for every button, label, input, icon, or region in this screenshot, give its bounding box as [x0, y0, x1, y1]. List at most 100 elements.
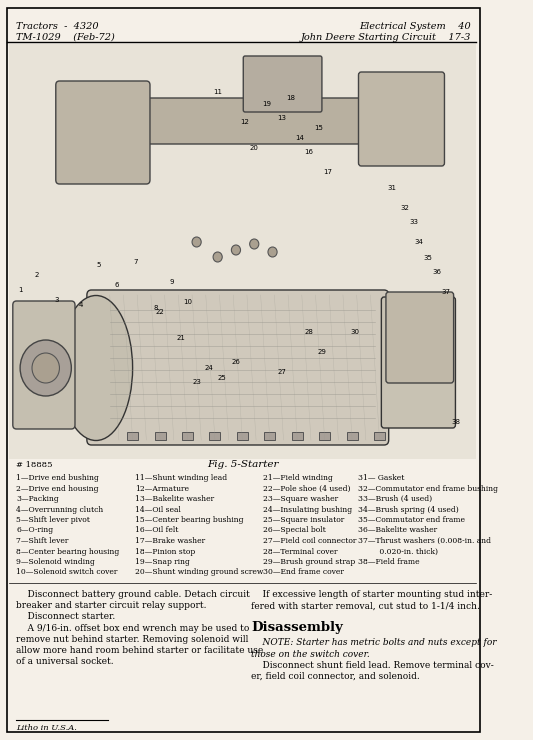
Text: 10: 10 — [183, 299, 192, 305]
Text: 25—Square insulator: 25—Square insulator — [263, 516, 345, 524]
Text: 33—Brush (4 used): 33—Brush (4 used) — [359, 495, 433, 503]
Text: 28—Terminal cover: 28—Terminal cover — [263, 548, 338, 556]
Text: 34: 34 — [415, 239, 423, 245]
Text: If excessive length of starter mounting stud inter-: If excessive length of starter mounting … — [252, 590, 492, 599]
Text: 12: 12 — [241, 119, 249, 125]
Text: 20—Shunt winding ground screw: 20—Shunt winding ground screw — [135, 568, 264, 576]
Text: 2: 2 — [35, 272, 39, 278]
Text: 12—Armature: 12—Armature — [135, 485, 189, 493]
Text: 19—Snap ring: 19—Snap ring — [135, 558, 190, 566]
Text: 30—End frame cover: 30—End frame cover — [263, 568, 344, 576]
Bar — [209, 432, 221, 440]
Text: 11: 11 — [213, 89, 222, 95]
Text: 32—Commutator end frame bushing: 32—Commutator end frame bushing — [359, 485, 498, 493]
Text: 14—Oil seal: 14—Oil seal — [135, 505, 181, 514]
Bar — [346, 432, 358, 440]
Text: A 9/16-in. offset box end wrench may be used to: A 9/16-in. offset box end wrench may be … — [17, 624, 250, 633]
Text: 38: 38 — [451, 419, 460, 425]
Text: 23—Square washer: 23—Square washer — [263, 495, 338, 503]
Text: 6: 6 — [115, 282, 119, 288]
Text: 36: 36 — [433, 269, 442, 275]
Text: 17: 17 — [323, 169, 332, 175]
Text: 19: 19 — [263, 101, 271, 107]
Bar — [292, 432, 303, 440]
Text: 10—Solenoid switch cover: 10—Solenoid switch cover — [17, 568, 118, 576]
Text: 20: 20 — [250, 145, 259, 151]
Text: 18: 18 — [286, 95, 295, 101]
Text: 8: 8 — [153, 305, 158, 311]
Text: of a universal socket.: of a universal socket. — [17, 657, 114, 666]
Text: 17—Brake washer: 17—Brake washer — [135, 537, 206, 545]
Text: 38—Field frame: 38—Field frame — [359, 558, 420, 566]
Text: 36—Bakelite washer: 36—Bakelite washer — [359, 526, 438, 534]
Text: 28: 28 — [305, 329, 313, 335]
FancyBboxPatch shape — [382, 297, 455, 428]
Bar — [182, 432, 193, 440]
Text: 37: 37 — [442, 289, 451, 295]
Text: 7: 7 — [133, 259, 138, 265]
Text: those on the switch cover.: those on the switch cover. — [252, 650, 370, 659]
Text: 27: 27 — [277, 369, 286, 375]
Text: 31— Gasket: 31— Gasket — [359, 474, 405, 482]
Text: fered with starter removal, cut stud to 1-1/4 inch.: fered with starter removal, cut stud to … — [252, 601, 480, 610]
Text: 21—Field winding: 21—Field winding — [263, 474, 333, 482]
Text: 4: 4 — [78, 302, 83, 308]
Text: 23: 23 — [192, 379, 201, 385]
Text: Disconnect shunt field lead. Remove terminal cov-: Disconnect shunt field lead. Remove term… — [252, 661, 494, 670]
Text: 30: 30 — [350, 329, 359, 335]
FancyBboxPatch shape — [56, 81, 150, 184]
Text: 9—Solenoid winding: 9—Solenoid winding — [17, 558, 95, 566]
Text: 16: 16 — [305, 149, 313, 155]
Text: Tractors  -  4320: Tractors - 4320 — [17, 22, 99, 31]
FancyBboxPatch shape — [87, 290, 389, 445]
Text: 22: 22 — [156, 309, 164, 315]
FancyBboxPatch shape — [243, 56, 322, 112]
Circle shape — [213, 252, 222, 262]
Text: 3—Packing: 3—Packing — [17, 495, 59, 503]
Text: 21: 21 — [176, 335, 185, 341]
Text: 32: 32 — [401, 205, 409, 211]
Bar — [319, 432, 330, 440]
Text: er, field coil connector, and solenoid.: er, field coil connector, and solenoid. — [252, 672, 420, 681]
Circle shape — [20, 340, 71, 396]
Text: 24—Insulating bushing: 24—Insulating bushing — [263, 505, 352, 514]
Text: 9: 9 — [169, 279, 174, 285]
Text: 15—Center bearing bushing: 15—Center bearing bushing — [135, 516, 244, 524]
Text: 25: 25 — [218, 375, 227, 381]
Bar — [127, 432, 138, 440]
Text: 29: 29 — [318, 349, 326, 355]
Text: 4—Overrunning clutch: 4—Overrunning clutch — [17, 505, 104, 514]
Text: NOTE: Starter has metric bolts and nuts except for: NOTE: Starter has metric bolts and nuts … — [252, 639, 497, 648]
Text: 18—Pinion stop: 18—Pinion stop — [135, 548, 196, 556]
Text: Disconnect starter.: Disconnect starter. — [17, 613, 116, 622]
Text: 34—Brush spring (4 used): 34—Brush spring (4 used) — [359, 505, 459, 514]
FancyBboxPatch shape — [359, 72, 445, 166]
Bar — [264, 432, 275, 440]
Text: breaker and starter circuit relay support.: breaker and starter circuit relay suppor… — [17, 601, 207, 610]
Text: 3: 3 — [54, 297, 59, 303]
Text: # 18885: # 18885 — [17, 461, 53, 469]
Bar — [374, 432, 385, 440]
Text: 14: 14 — [295, 135, 304, 141]
FancyBboxPatch shape — [386, 292, 454, 383]
Circle shape — [192, 237, 201, 247]
Text: Fig. 5-Starter: Fig. 5-Starter — [207, 460, 279, 469]
FancyBboxPatch shape — [144, 98, 368, 144]
Circle shape — [249, 239, 259, 249]
Text: 2—Drive end housing: 2—Drive end housing — [17, 485, 99, 493]
Text: Disassembly: Disassembly — [252, 622, 343, 634]
Circle shape — [32, 353, 60, 383]
Bar — [155, 432, 166, 440]
Text: Disconnect battery ground cable. Detach circuit: Disconnect battery ground cable. Detach … — [17, 590, 251, 599]
Text: 35: 35 — [424, 255, 432, 261]
Text: 13—Bakelite washer: 13—Bakelite washer — [135, 495, 214, 503]
Text: 5: 5 — [96, 262, 101, 268]
Text: John Deere Starting Circuit    17-3: John Deere Starting Circuit 17-3 — [301, 33, 471, 42]
Bar — [237, 432, 248, 440]
Text: 27—Field coil connector: 27—Field coil connector — [263, 537, 357, 545]
Text: TM-1029    (Feb-72): TM-1029 (Feb-72) — [17, 33, 115, 42]
Text: Litho in U.S.A.: Litho in U.S.A. — [17, 724, 77, 732]
Text: 0.020-in. thick): 0.020-in. thick) — [359, 548, 439, 556]
Text: 1—Drive end bushing: 1—Drive end bushing — [17, 474, 99, 482]
Ellipse shape — [60, 295, 133, 440]
